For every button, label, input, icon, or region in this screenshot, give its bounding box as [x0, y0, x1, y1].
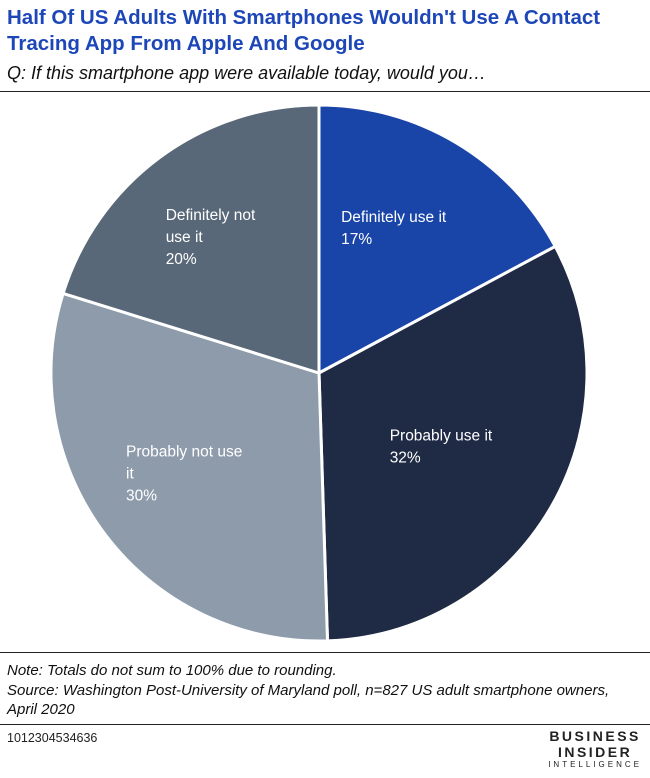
pie-slice-definitely-use-it	[317, 103, 558, 376]
pie-slice-definitely-not-use-it	[61, 103, 321, 376]
rounding-note: Note: Totals do not sum to 100% due to r…	[7, 662, 337, 679]
top-divider	[0, 91, 650, 92]
slice-label-probably-use-it: Probably use it 32%	[390, 428, 493, 467]
slice-label-line: 20%	[166, 251, 197, 268]
slice-label-line: use it	[166, 229, 204, 246]
business-insider-logo: BUSINESS INSIDER INTELLIGENCE	[548, 728, 642, 770]
logo-line-intelligence: INTELLIGENCE	[548, 760, 642, 769]
logo-line-business: BUSINESS	[549, 728, 641, 744]
pie-chart: Definitely use it 17%Probably use it 32%Pr…	[49, 103, 589, 643]
pie-slice-probably-use-it	[317, 244, 589, 643]
slice-label-line: 17%	[341, 231, 372, 248]
logo-line-insider: INSIDER	[557, 744, 633, 760]
slice-label-definitely-not-use-it: Definitely not use it 20%	[166, 207, 256, 268]
pie-slice-probably-not-use-it	[49, 291, 330, 643]
source-note: Source: Washington Post-University of Ma…	[7, 682, 610, 718]
slice-label-line: 30%	[126, 488, 157, 505]
slice-label-probably-not-use-it: Probably not use it 30%	[126, 444, 242, 505]
slice-label-line: Probably use it	[390, 428, 493, 445]
slice-label-line: 32%	[390, 450, 421, 467]
chart-subtitle: Q: If this smartphone app were available…	[7, 63, 486, 83]
bottom-divider	[0, 652, 650, 653]
slice-label-line: Definitely not	[166, 207, 256, 224]
slice-label-line: Definitely use it	[341, 209, 447, 226]
slice-label-definitely-use-it: Definitely use it 17%	[341, 209, 447, 248]
chart-id: 1012304534636	[7, 731, 98, 745]
chart-title: Half Of US Adults With Smartphones Would…	[7, 6, 601, 55]
slice-label-line: it	[126, 466, 134, 483]
slice-label-line: Probably not use	[126, 444, 242, 461]
footer-divider	[0, 724, 650, 725]
